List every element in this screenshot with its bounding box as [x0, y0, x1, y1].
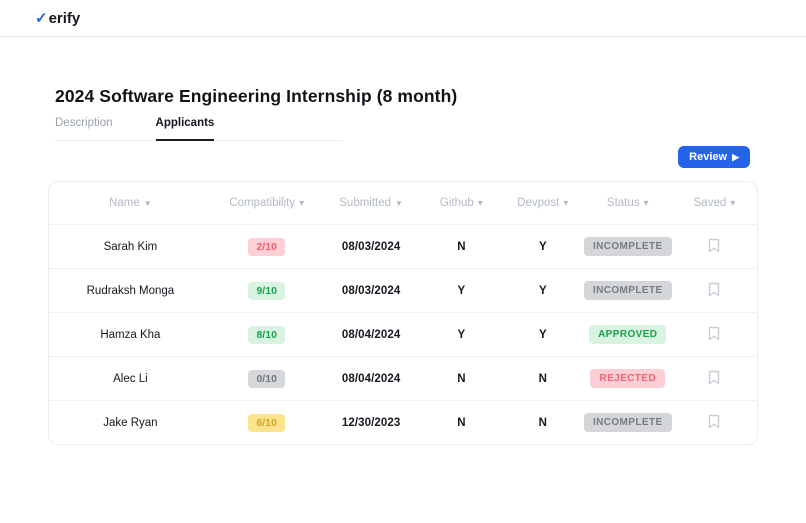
column-header-devpost[interactable]: Devpost ▾ — [502, 197, 583, 209]
brand-name: erify — [48, 10, 81, 27]
sort-filter-icon[interactable]: ▼ — [395, 199, 403, 208]
sort-caret-icon[interactable]: ▾ — [299, 198, 305, 209]
review-button-label: Review — [689, 151, 728, 163]
status-badge: REJECTED — [590, 369, 665, 388]
applicant-name: Rudraksh Monga — [86, 284, 175, 297]
compatibility-cell: 2/10 — [212, 237, 322, 256]
tab-applicants[interactable]: Applicants — [155, 117, 215, 141]
column-label: Saved — [693, 197, 727, 209]
submitted-date: 08/03/2024 — [341, 284, 401, 297]
column-header-github[interactable]: Github ▾ — [421, 197, 502, 209]
status-badge: INCOMPLETE — [583, 413, 672, 432]
bookmark-icon[interactable] — [708, 282, 720, 297]
devpost-flag: Y — [538, 328, 547, 341]
bookmark-icon[interactable] — [708, 326, 720, 341]
saved-cell — [672, 370, 757, 388]
applicants-table: Name ▼ Compatibility ▾ Submitted ▼ Github ▾ … — [48, 181, 758, 445]
status-badge: INCOMPLETE — [583, 281, 672, 300]
status-cell: REJECTED — [583, 369, 672, 388]
sort-caret-icon[interactable]: ▾ — [643, 198, 649, 209]
compatibility-badge: 6/10 — [248, 413, 285, 432]
devpost-flag: N — [538, 416, 547, 429]
compatibility-badge: 0/10 — [248, 369, 285, 388]
table-row-alec-li[interactable]: Alec Li 0/10 08/04/2024 N N REJECTED — [49, 356, 757, 400]
checkmark-icon: ✓ — [35, 10, 48, 27]
status-cell: INCOMPLETE — [583, 413, 672, 432]
column-label: Submitted — [339, 197, 392, 209]
applicant-name: Sarah Kim — [103, 240, 158, 253]
column-label: Devpost — [517, 197, 560, 209]
bookmark-icon[interactable] — [708, 414, 720, 429]
brand-logo[interactable]: ✓ erify — [35, 9, 80, 27]
github-flag: N — [457, 372, 466, 385]
saved-cell — [672, 326, 757, 344]
play-icon: ▶ — [732, 151, 739, 162]
devpost-flag: N — [538, 372, 547, 385]
column-header-status[interactable]: Status ▾ — [583, 197, 672, 209]
saved-cell — [672, 238, 757, 256]
status-cell: INCOMPLETE — [583, 281, 672, 300]
review-button[interactable]: Review ▶ — [678, 146, 750, 168]
column-label: Status — [606, 197, 640, 209]
compatibility-cell: 6/10 — [212, 413, 322, 432]
compatibility-cell: 0/10 — [212, 369, 322, 388]
status-cell: INCOMPLETE — [583, 237, 672, 256]
column-label: Compatibility — [229, 197, 296, 209]
submitted-date: 08/03/2024 — [341, 240, 401, 253]
applicant-name: Hamza Kha — [100, 328, 161, 341]
tab-bar: Description Applicants — [55, 117, 343, 141]
compatibility-cell: 8/10 — [212, 325, 322, 344]
bookmark-icon[interactable] — [708, 370, 720, 385]
column-label: Name — [109, 197, 140, 209]
github-flag: Y — [457, 284, 466, 297]
applicant-name: Alec Li — [113, 372, 148, 385]
top-navbar: ✓ erify — [0, 0, 806, 37]
column-header-compatibility[interactable]: Compatibility ▾ — [212, 197, 322, 209]
sort-filter-icon[interactable]: ▼ — [143, 199, 152, 208]
table-row-rudraksh-monga[interactable]: Rudraksh Monga 9/10 08/03/2024 Y Y INCOM… — [49, 268, 757, 312]
github-flag: Y — [457, 328, 466, 341]
page-title: 2024 Software Engineering Internship (8 … — [55, 86, 458, 106]
table-row-hamza-kha[interactable]: Hamza Kha 8/10 08/04/2024 Y Y APPROVED — [49, 312, 757, 356]
sort-caret-icon[interactable]: ▾ — [477, 198, 483, 209]
saved-cell — [672, 414, 757, 432]
github-flag: N — [457, 240, 466, 253]
table-row-jake-ryan[interactable]: Jake Ryan 6/10 12/30/2023 N N INCOMPLETE — [49, 400, 757, 444]
sort-caret-icon[interactable]: ▾ — [730, 198, 736, 209]
tab-description[interactable]: Description — [55, 117, 113, 129]
submitted-date: 12/30/2023 — [341, 416, 401, 429]
column-header-submitted[interactable]: Submitted ▼ — [322, 197, 421, 209]
saved-cell — [672, 282, 757, 300]
submitted-date: 08/04/2024 — [341, 372, 401, 385]
github-flag: N — [457, 416, 466, 429]
column-label: Github — [439, 197, 474, 209]
compatibility-badge: 2/10 — [248, 237, 285, 256]
column-header-name[interactable]: Name ▼ — [49, 197, 212, 209]
applicant-name: Jake Ryan — [103, 416, 158, 429]
status-badge: INCOMPLETE — [583, 237, 672, 256]
status-badge: APPROVED — [589, 325, 667, 344]
compatibility-badge: 9/10 — [248, 281, 285, 300]
status-cell: APPROVED — [583, 325, 672, 344]
submitted-date: 08/04/2024 — [341, 328, 401, 341]
table-row-sarah-kim[interactable]: Sarah Kim 2/10 08/03/2024 N Y INCOMPLETE — [49, 224, 757, 268]
devpost-flag: Y — [538, 240, 547, 253]
bookmark-icon[interactable] — [708, 238, 720, 253]
compatibility-badge: 8/10 — [248, 325, 285, 344]
column-header-saved[interactable]: Saved ▾ — [672, 197, 757, 209]
table-header-row: Name ▼ Compatibility ▾ Submitted ▼ Github ▾ … — [49, 182, 757, 224]
compatibility-cell: 9/10 — [212, 281, 322, 300]
sort-caret-icon[interactable]: ▾ — [563, 198, 569, 209]
devpost-flag: Y — [538, 284, 547, 297]
